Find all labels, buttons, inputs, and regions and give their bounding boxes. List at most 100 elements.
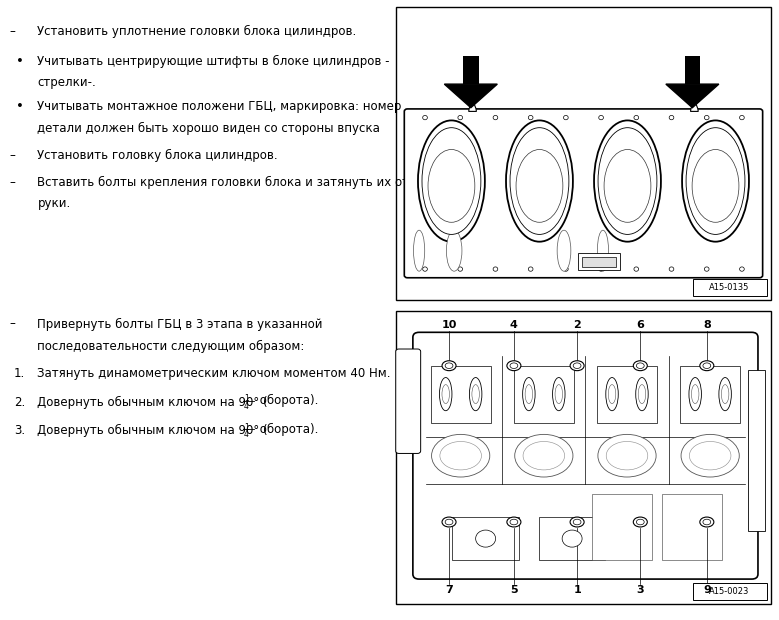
Text: 5: 5 [510, 585, 518, 595]
Ellipse shape [634, 115, 639, 120]
Ellipse shape [704, 115, 709, 120]
Ellipse shape [739, 267, 744, 272]
Bar [693, 583, 767, 600]
Ellipse shape [470, 378, 482, 410]
Ellipse shape [686, 128, 745, 234]
Text: 9: 9 [703, 585, 710, 595]
Ellipse shape [606, 378, 619, 410]
Ellipse shape [516, 149, 563, 223]
Text: 4: 4 [244, 402, 249, 411]
Ellipse shape [557, 230, 571, 271]
Ellipse shape [432, 435, 490, 477]
Ellipse shape [555, 384, 562, 404]
Ellipse shape [704, 267, 709, 272]
Ellipse shape [458, 115, 463, 120]
Ellipse shape [507, 361, 521, 371]
Text: Довернуть обычным ключом на 90° (: Довернуть обычным ключом на 90° ( [37, 396, 268, 409]
Text: детали должен быть хорошо виден со стороны впуска: детали должен быть хорошо виден со сторо… [37, 122, 380, 135]
Ellipse shape [606, 441, 648, 470]
Text: Установить уплотнение головки блока цилиндров.: Установить уплотнение головки блока цили… [37, 25, 357, 38]
Text: 8: 8 [703, 320, 710, 330]
Ellipse shape [472, 384, 479, 404]
PathPatch shape [469, 102, 477, 112]
Polygon shape [444, 84, 497, 108]
Ellipse shape [703, 363, 710, 368]
Bar [396, 311, 771, 604]
Text: A15-0135: A15-0135 [710, 283, 749, 292]
Ellipse shape [692, 149, 739, 223]
Text: 1: 1 [244, 423, 249, 432]
Ellipse shape [570, 517, 584, 527]
Bar [693, 279, 767, 296]
Ellipse shape [634, 267, 639, 272]
Ellipse shape [523, 441, 565, 470]
Ellipse shape [507, 517, 521, 527]
Text: последовательности следующим образом:: последовательности следующим образом: [37, 340, 305, 353]
Text: Затянуть динамометрическим ключом моментом 40 Нм.: Затянуть динамометрическим ключом момент… [37, 367, 391, 380]
Ellipse shape [493, 267, 498, 272]
Text: 4: 4 [510, 320, 518, 330]
Ellipse shape [445, 519, 453, 525]
Text: Установить головку блока цилиндров.: Установить головку блока цилиндров. [37, 149, 278, 162]
Bar [463, 56, 478, 84]
Text: –: – [9, 149, 16, 162]
Ellipse shape [439, 378, 452, 410]
Ellipse shape [525, 384, 533, 404]
Ellipse shape [442, 361, 456, 371]
Ellipse shape [739, 115, 744, 120]
Ellipse shape [721, 384, 729, 404]
Ellipse shape [510, 128, 569, 234]
Text: Довернуть обычным ключом на 90° (: Довернуть обычным ключом на 90° ( [37, 424, 268, 437]
Ellipse shape [523, 378, 535, 410]
Ellipse shape [510, 363, 518, 368]
Ellipse shape [442, 384, 449, 404]
Ellipse shape [418, 120, 485, 242]
Text: •: • [16, 100, 23, 113]
Ellipse shape [703, 519, 710, 525]
Bar [539, 517, 605, 560]
Text: Привернуть болты ГБЦ в 3 этапа в указанной: Привернуть болты ГБЦ в 3 этапа в указанн… [37, 317, 323, 330]
Text: 2: 2 [573, 320, 581, 330]
Text: 6: 6 [636, 320, 644, 330]
Text: Учитывать центрирующие штифты в блоке цилиндров -: Учитывать центрирующие штифты в блоке ци… [37, 55, 390, 68]
Polygon shape [666, 84, 719, 108]
Ellipse shape [446, 230, 462, 271]
Ellipse shape [597, 230, 608, 271]
Ellipse shape [599, 267, 604, 272]
Ellipse shape [604, 149, 651, 223]
Bar [592, 494, 652, 560]
Bar [685, 56, 700, 84]
Text: 2.: 2. [14, 396, 25, 409]
Bar [453, 517, 519, 560]
Ellipse shape [669, 115, 674, 120]
Text: Учитывать монтажное положени ГБЦ, маркировка: номер: Учитывать монтажное положени ГБЦ, маркир… [37, 100, 402, 113]
Text: Вставить болты крепления головки блока и затянуть их от: Вставить болты крепления головки блока и… [37, 176, 410, 189]
Ellipse shape [633, 361, 647, 371]
Ellipse shape [562, 530, 582, 547]
Text: –: – [9, 317, 16, 330]
Ellipse shape [422, 128, 481, 234]
Bar [582, 257, 616, 267]
Ellipse shape [598, 128, 657, 234]
Text: A15-0023: A15-0023 [710, 587, 749, 596]
Ellipse shape [476, 530, 495, 547]
Ellipse shape [528, 267, 533, 272]
Ellipse shape [423, 115, 428, 120]
Ellipse shape [506, 120, 573, 242]
Ellipse shape [638, 384, 646, 404]
Ellipse shape [594, 120, 661, 242]
Ellipse shape [633, 517, 647, 527]
Ellipse shape [608, 384, 615, 404]
Bar [514, 366, 574, 423]
Ellipse shape [682, 120, 749, 242]
Bar [577, 253, 620, 270]
Text: 3.: 3. [14, 424, 25, 437]
Bar [597, 366, 657, 423]
Ellipse shape [493, 115, 498, 120]
Text: 1: 1 [244, 394, 249, 404]
Ellipse shape [681, 435, 739, 477]
Ellipse shape [573, 519, 581, 525]
Ellipse shape [570, 361, 584, 371]
Ellipse shape [563, 115, 568, 120]
FancyBboxPatch shape [413, 332, 758, 579]
